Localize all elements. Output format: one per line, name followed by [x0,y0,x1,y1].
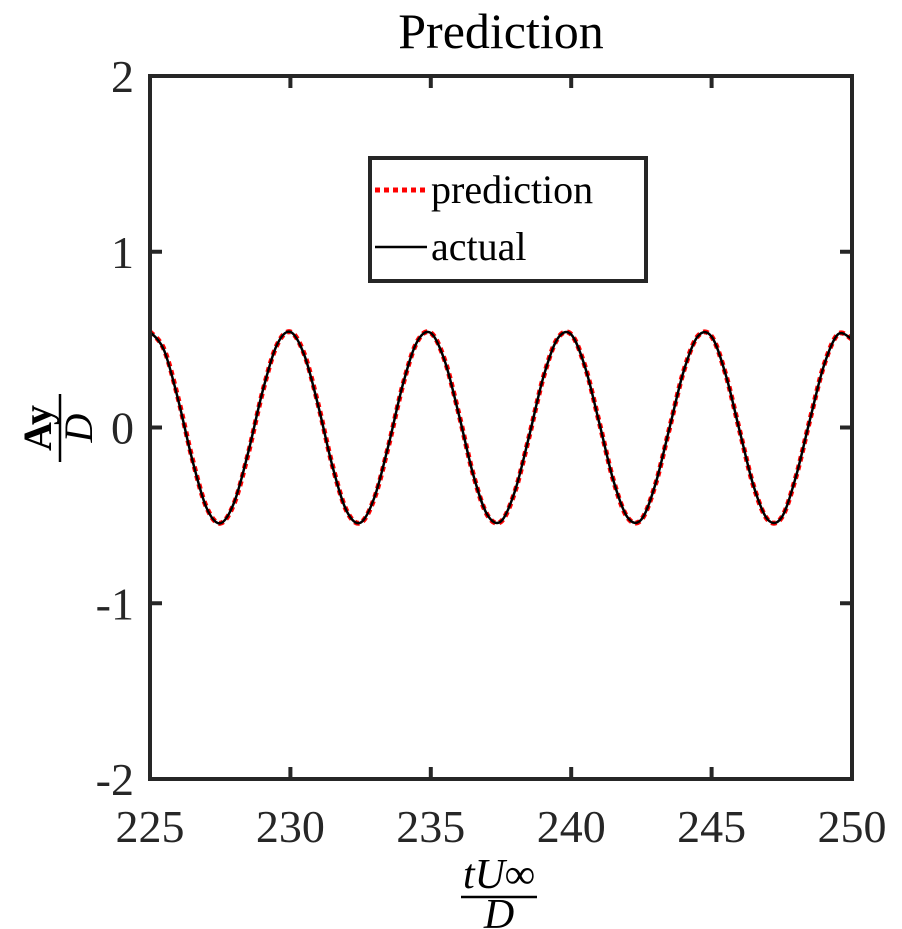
x-tick-label: 250 [818,801,887,852]
y-axis-label-denominator: D [56,413,101,443]
x-tick-label: 245 [677,801,746,852]
legend: prediction actual [368,156,648,283]
x-tick-label: 240 [537,801,606,852]
y-tick-label: -1 [96,578,134,629]
y-tick-label: 2 [111,51,134,102]
chart-title: Prediction [398,3,604,59]
x-tick-label: 225 [116,801,185,852]
x-tick-label: 235 [396,801,465,852]
y-tick-label: 1 [111,227,134,278]
y-axis-label: Ay D [15,394,101,462]
y-tick-label: -2 [96,754,134,805]
x-axis-label-denominator: D [483,892,514,929]
x-axis-label-numerator: tU∞ [463,852,535,898]
x-axis-label: tU∞ D [461,852,537,929]
legend-box [368,156,648,283]
x-tick-label: 230 [256,801,325,852]
y-tick-label: 0 [111,403,134,454]
legend-label-prediction: prediction [431,167,593,212]
y-axis-label-numerator: Ay [15,405,60,451]
series-line-actual [149,330,853,525]
legend-label-actual: actual [431,224,527,269]
ticks-layer: 225 230 235 240 245 250 -2 -1 0 1 2 [96,51,887,852]
series-layer [148,329,854,526]
